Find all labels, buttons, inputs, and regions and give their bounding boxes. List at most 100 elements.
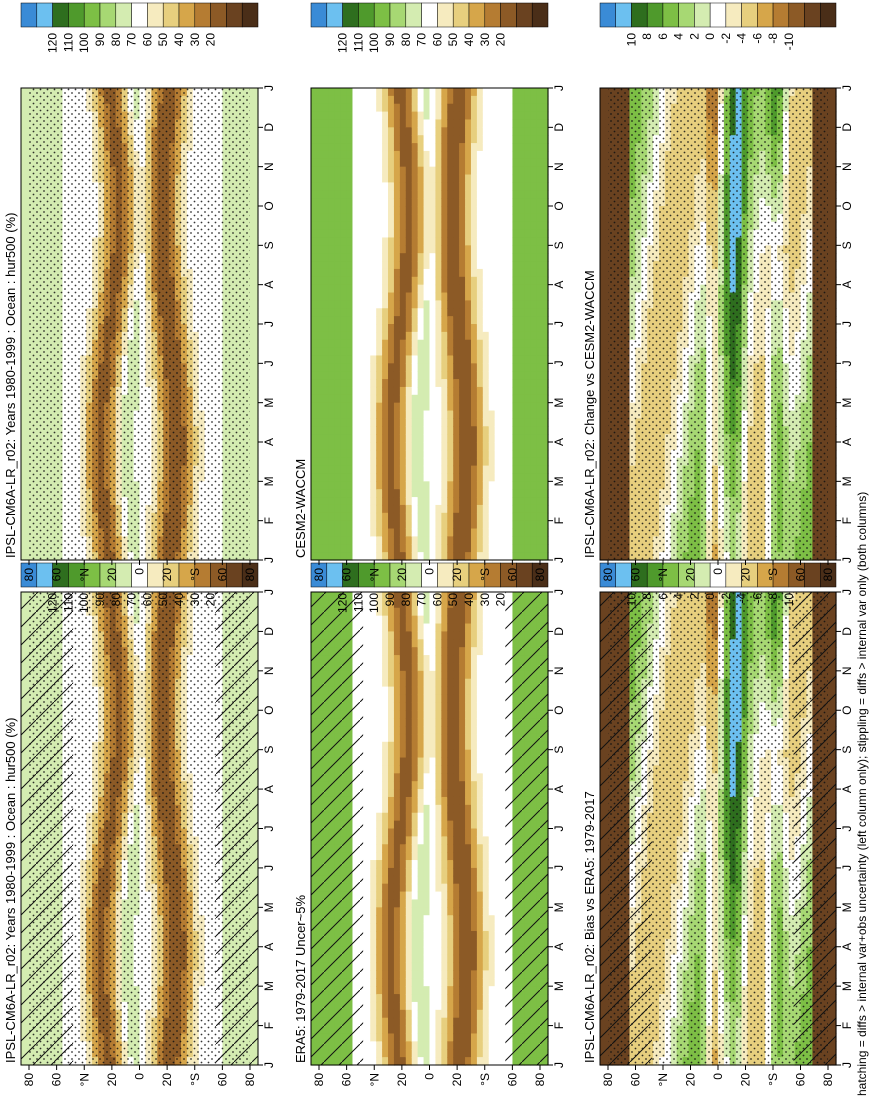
heatmap-cell <box>252 300 259 309</box>
y-tick-label: °S <box>188 1073 202 1086</box>
colorbar-swatch <box>241 2 259 28</box>
heatmap-cell <box>21 418 28 427</box>
colorbar-swatch <box>20 2 38 28</box>
colorbar-swatch <box>83 2 101 28</box>
heatmap-cell <box>252 442 259 451</box>
heatmap-cell <box>252 198 259 207</box>
heatmap-cell <box>252 355 259 364</box>
heatmap-cell <box>21 394 28 404</box>
y-tick-label: 0 <box>133 568 147 575</box>
x-tick-label: D <box>262 627 276 636</box>
heatmap-cell <box>252 331 259 341</box>
heatmap-cell <box>21 88 28 97</box>
heatmap-cell <box>21 386 28 396</box>
y-tick-label: °S <box>188 568 202 581</box>
heatmap-cell <box>21 489 28 498</box>
heatmap-cell <box>252 489 259 498</box>
heatmap-cell <box>21 465 28 475</box>
colorbar-label: 30 <box>188 593 202 607</box>
colorbar-swatch <box>194 2 211 28</box>
colorbar-label: 20 <box>204 33 218 47</box>
x-tick-label: O <box>262 706 276 715</box>
heatmap-cell <box>21 355 28 364</box>
heatmap-cell <box>21 316 28 325</box>
x-tick-label: M <box>262 902 276 912</box>
heatmap-cell <box>252 465 259 475</box>
colorbar-label: 100 <box>77 33 91 53</box>
heatmap-cell <box>252 497 259 506</box>
heatmap-cell <box>252 363 259 372</box>
y-tick-label: 60 <box>50 1073 64 1087</box>
heatmap-cell <box>252 206 259 215</box>
colorbar-label: 80 <box>109 33 123 47</box>
heatmap-cell <box>21 237 28 246</box>
heatmap-cell <box>21 528 28 537</box>
heatmap-cell <box>21 300 28 309</box>
colorbar-swatch <box>68 2 85 28</box>
heatmap-cell <box>252 111 259 121</box>
heatmap-cell <box>252 268 259 278</box>
y-tick-label: °N <box>77 1073 91 1086</box>
colorbar-swatch <box>52 2 69 28</box>
colorbar-label: 100 <box>77 593 91 613</box>
colorbar-swatch <box>178 2 196 28</box>
heatmap-cell <box>21 504 28 514</box>
y-tick-label: 60 <box>215 1073 229 1087</box>
hatching-overlay <box>21 592 74 1065</box>
x-tick-label: D <box>262 123 276 132</box>
heatmap-cell <box>252 536 259 545</box>
heatmap-cell <box>252 324 259 333</box>
heatmap-cell <box>21 182 28 191</box>
heatmap-cell <box>21 552 28 561</box>
heatmap-cell <box>252 174 259 183</box>
heatmap-cell <box>21 103 28 113</box>
colorbar-label: 40 <box>172 593 186 607</box>
heatmap-cell <box>252 402 259 412</box>
heatmap-cell <box>21 127 28 136</box>
heatmap-cell <box>21 371 28 380</box>
colorbar-swatch <box>131 2 148 28</box>
heatmap-cell <box>21 308 28 317</box>
heatmap-cell <box>252 95 259 105</box>
stippling-overlay <box>29 88 250 560</box>
heatmap-cell <box>252 135 259 144</box>
heatmap-cell <box>21 339 28 349</box>
colorbar-label: 90 <box>93 33 107 47</box>
y-tick-label: 80 <box>243 568 257 582</box>
x-tick-label: J <box>262 865 276 871</box>
heatmap-cell <box>252 88 259 97</box>
heatmap-cell <box>21 520 28 530</box>
colorbar-label: 20 <box>204 593 218 607</box>
heatmap-cell <box>252 386 259 396</box>
panel-title: IPSL-CM6A-LR_r02: Years 1980-1999 : Ocea… <box>3 213 18 558</box>
x-tick-label: M <box>262 981 276 991</box>
heatmap-cell <box>21 198 28 207</box>
heatmap-cell <box>21 544 28 553</box>
heatmap-cell <box>21 442 28 451</box>
y-tick-label: 20 <box>160 568 174 582</box>
hatching-overlay <box>215 592 258 1065</box>
heatmap-cell <box>21 190 28 199</box>
heatmap-cell <box>252 103 259 113</box>
heatmap-cell <box>21 135 28 144</box>
x-tick-label: M <box>262 476 276 486</box>
heatmap-cell <box>21 434 28 443</box>
heatmap-cell <box>252 190 259 199</box>
heatmap-cell <box>252 316 259 325</box>
colorbar-label: 60 <box>140 593 154 607</box>
heatmap-cell <box>252 221 259 231</box>
colorbar-label: 40 <box>172 33 186 47</box>
heatmap-cell <box>252 127 259 136</box>
heatmap-cell <box>252 339 259 349</box>
x-tick-label: M <box>262 398 276 408</box>
x-tick-label: S <box>262 746 276 754</box>
x-tick-label: F <box>262 1022 276 1029</box>
heatmap-cell <box>252 528 259 537</box>
colorbar-swatch <box>36 2 53 28</box>
heatmap-cell <box>252 544 259 553</box>
heatmap-cell <box>21 111 28 121</box>
x-tick-label: J <box>262 85 276 91</box>
heatmap-cell <box>252 213 259 223</box>
